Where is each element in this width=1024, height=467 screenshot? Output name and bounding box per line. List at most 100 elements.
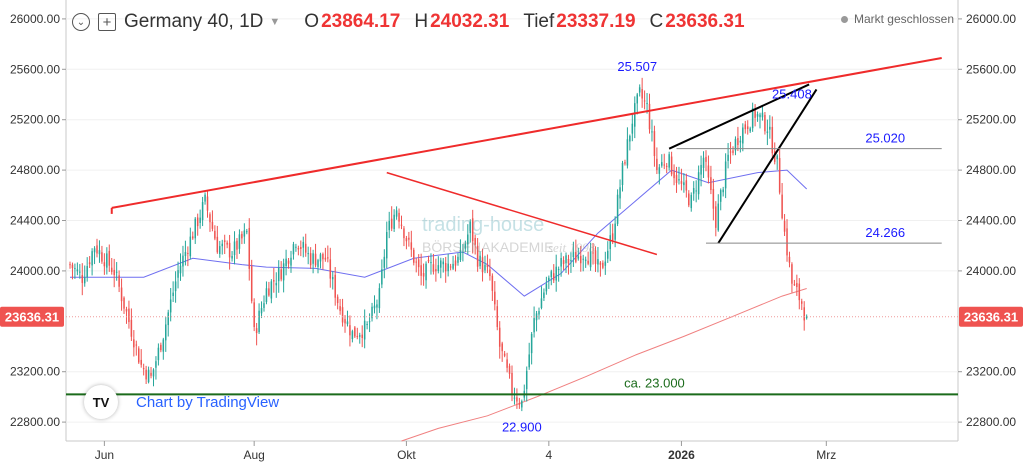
candle-body (405, 238, 408, 242)
candle-body (115, 271, 118, 273)
current-price-tag-left: 23636.31 (5, 310, 59, 325)
y-tick-label: 24400.00 (10, 214, 60, 228)
candle-body (793, 284, 796, 286)
time-axis: Jun Aug Okt 4 2026 Mrz (95, 441, 836, 462)
market-status-text: Markt geschlossen (853, 12, 954, 26)
candle-body (759, 114, 761, 118)
candle-body (552, 273, 555, 281)
symbol-title[interactable]: Germany 40, 1D (124, 11, 264, 32)
x-tick-label: 2026 (668, 448, 695, 462)
candle-body (393, 214, 395, 230)
candle-body (297, 248, 300, 250)
candle-body (280, 269, 282, 280)
candle-body (349, 325, 351, 336)
y-tick-label: 26000.00 (10, 12, 60, 26)
candle-body (219, 246, 221, 254)
candle-body (643, 100, 646, 102)
candle-body (589, 251, 592, 268)
candle-body (285, 258, 287, 267)
candle-body (400, 224, 403, 226)
candle-body (656, 158, 658, 171)
y-tick-label: 24800.00 (966, 163, 1016, 177)
candle-body (292, 244, 295, 255)
candle-body (798, 283, 801, 301)
candle-body (476, 245, 479, 267)
candle-body (233, 241, 236, 256)
candle-body (641, 89, 643, 99)
chevron-down-icon[interactable]: ▼ (269, 16, 281, 28)
x-tick-label: Mrz (816, 448, 836, 462)
candle-body (275, 283, 278, 286)
current-price-tag-left-bg (0, 306, 64, 327)
candle-body (150, 372, 152, 376)
candle-body (494, 291, 496, 305)
candle-body (683, 182, 685, 186)
y-tick-label: 23200.00 (966, 365, 1016, 379)
candle-body (96, 245, 98, 254)
candle-body (688, 193, 690, 206)
candle-body (511, 372, 513, 395)
candle-body (231, 255, 233, 259)
x-tick-label: Okt (397, 448, 416, 462)
y-tick-label: 24000.00 (10, 264, 60, 278)
candle-body (756, 114, 759, 117)
candle-body (594, 250, 597, 264)
candle-body (614, 223, 616, 240)
annotation-labels: 25.507 25.408 25.020 24.266 22.900 ca. 23.000… (0, 59, 1023, 435)
candle-body (255, 328, 258, 334)
candle-body (282, 263, 285, 281)
candle-body (796, 283, 798, 288)
candle-body (609, 235, 611, 250)
candle-body (786, 228, 788, 256)
candle-body (410, 242, 413, 250)
candle-body (334, 274, 336, 298)
candle-body (452, 263, 454, 269)
upper-trendline (111, 56, 942, 209)
candle-body (508, 365, 511, 374)
candle-body (724, 161, 727, 189)
candle-body (751, 108, 754, 129)
candle-body (604, 261, 607, 266)
add-compare-icon[interactable]: + (98, 13, 116, 31)
candle-body (766, 131, 769, 133)
candle-body (444, 263, 447, 272)
candle-body (697, 172, 700, 195)
candle-body (314, 253, 317, 266)
candle-body (81, 275, 84, 283)
candle-body (658, 167, 661, 174)
wedge-upper-line (668, 83, 810, 150)
candle-body (560, 258, 562, 267)
y-tick-label: 25600.00 (966, 62, 1016, 76)
candle-body (363, 320, 366, 340)
open-label: O (304, 11, 320, 32)
open-value: 23864.17 (321, 11, 401, 32)
candle-body (638, 87, 641, 93)
candle-body (579, 255, 582, 264)
candle-body (336, 296, 339, 304)
candle-body (800, 301, 803, 304)
candle-body (634, 103, 636, 127)
candle-body (110, 267, 113, 272)
candle-body (214, 230, 216, 239)
candle-body (636, 94, 638, 104)
chart-by-tradingview[interactable]: Chart by TradingView (136, 394, 280, 411)
candle-body (805, 316, 808, 319)
candle-body (602, 262, 604, 268)
candle-body (413, 249, 415, 263)
candle-body (646, 103, 648, 105)
candle-body (221, 243, 224, 247)
candle-body (253, 302, 255, 328)
collapse-icon[interactable]: ⌄ (72, 13, 90, 31)
candle-body (761, 112, 764, 118)
candle-body (582, 258, 584, 260)
candle-body (91, 251, 93, 266)
candle-body (665, 165, 668, 167)
tradingview-logo-icon[interactable]: TV (84, 385, 118, 419)
candle-body (474, 238, 476, 245)
candle-body (702, 157, 705, 168)
candle-body (486, 264, 489, 268)
candle-body (408, 237, 410, 240)
candle-body (530, 333, 533, 354)
candle-body (74, 268, 76, 270)
